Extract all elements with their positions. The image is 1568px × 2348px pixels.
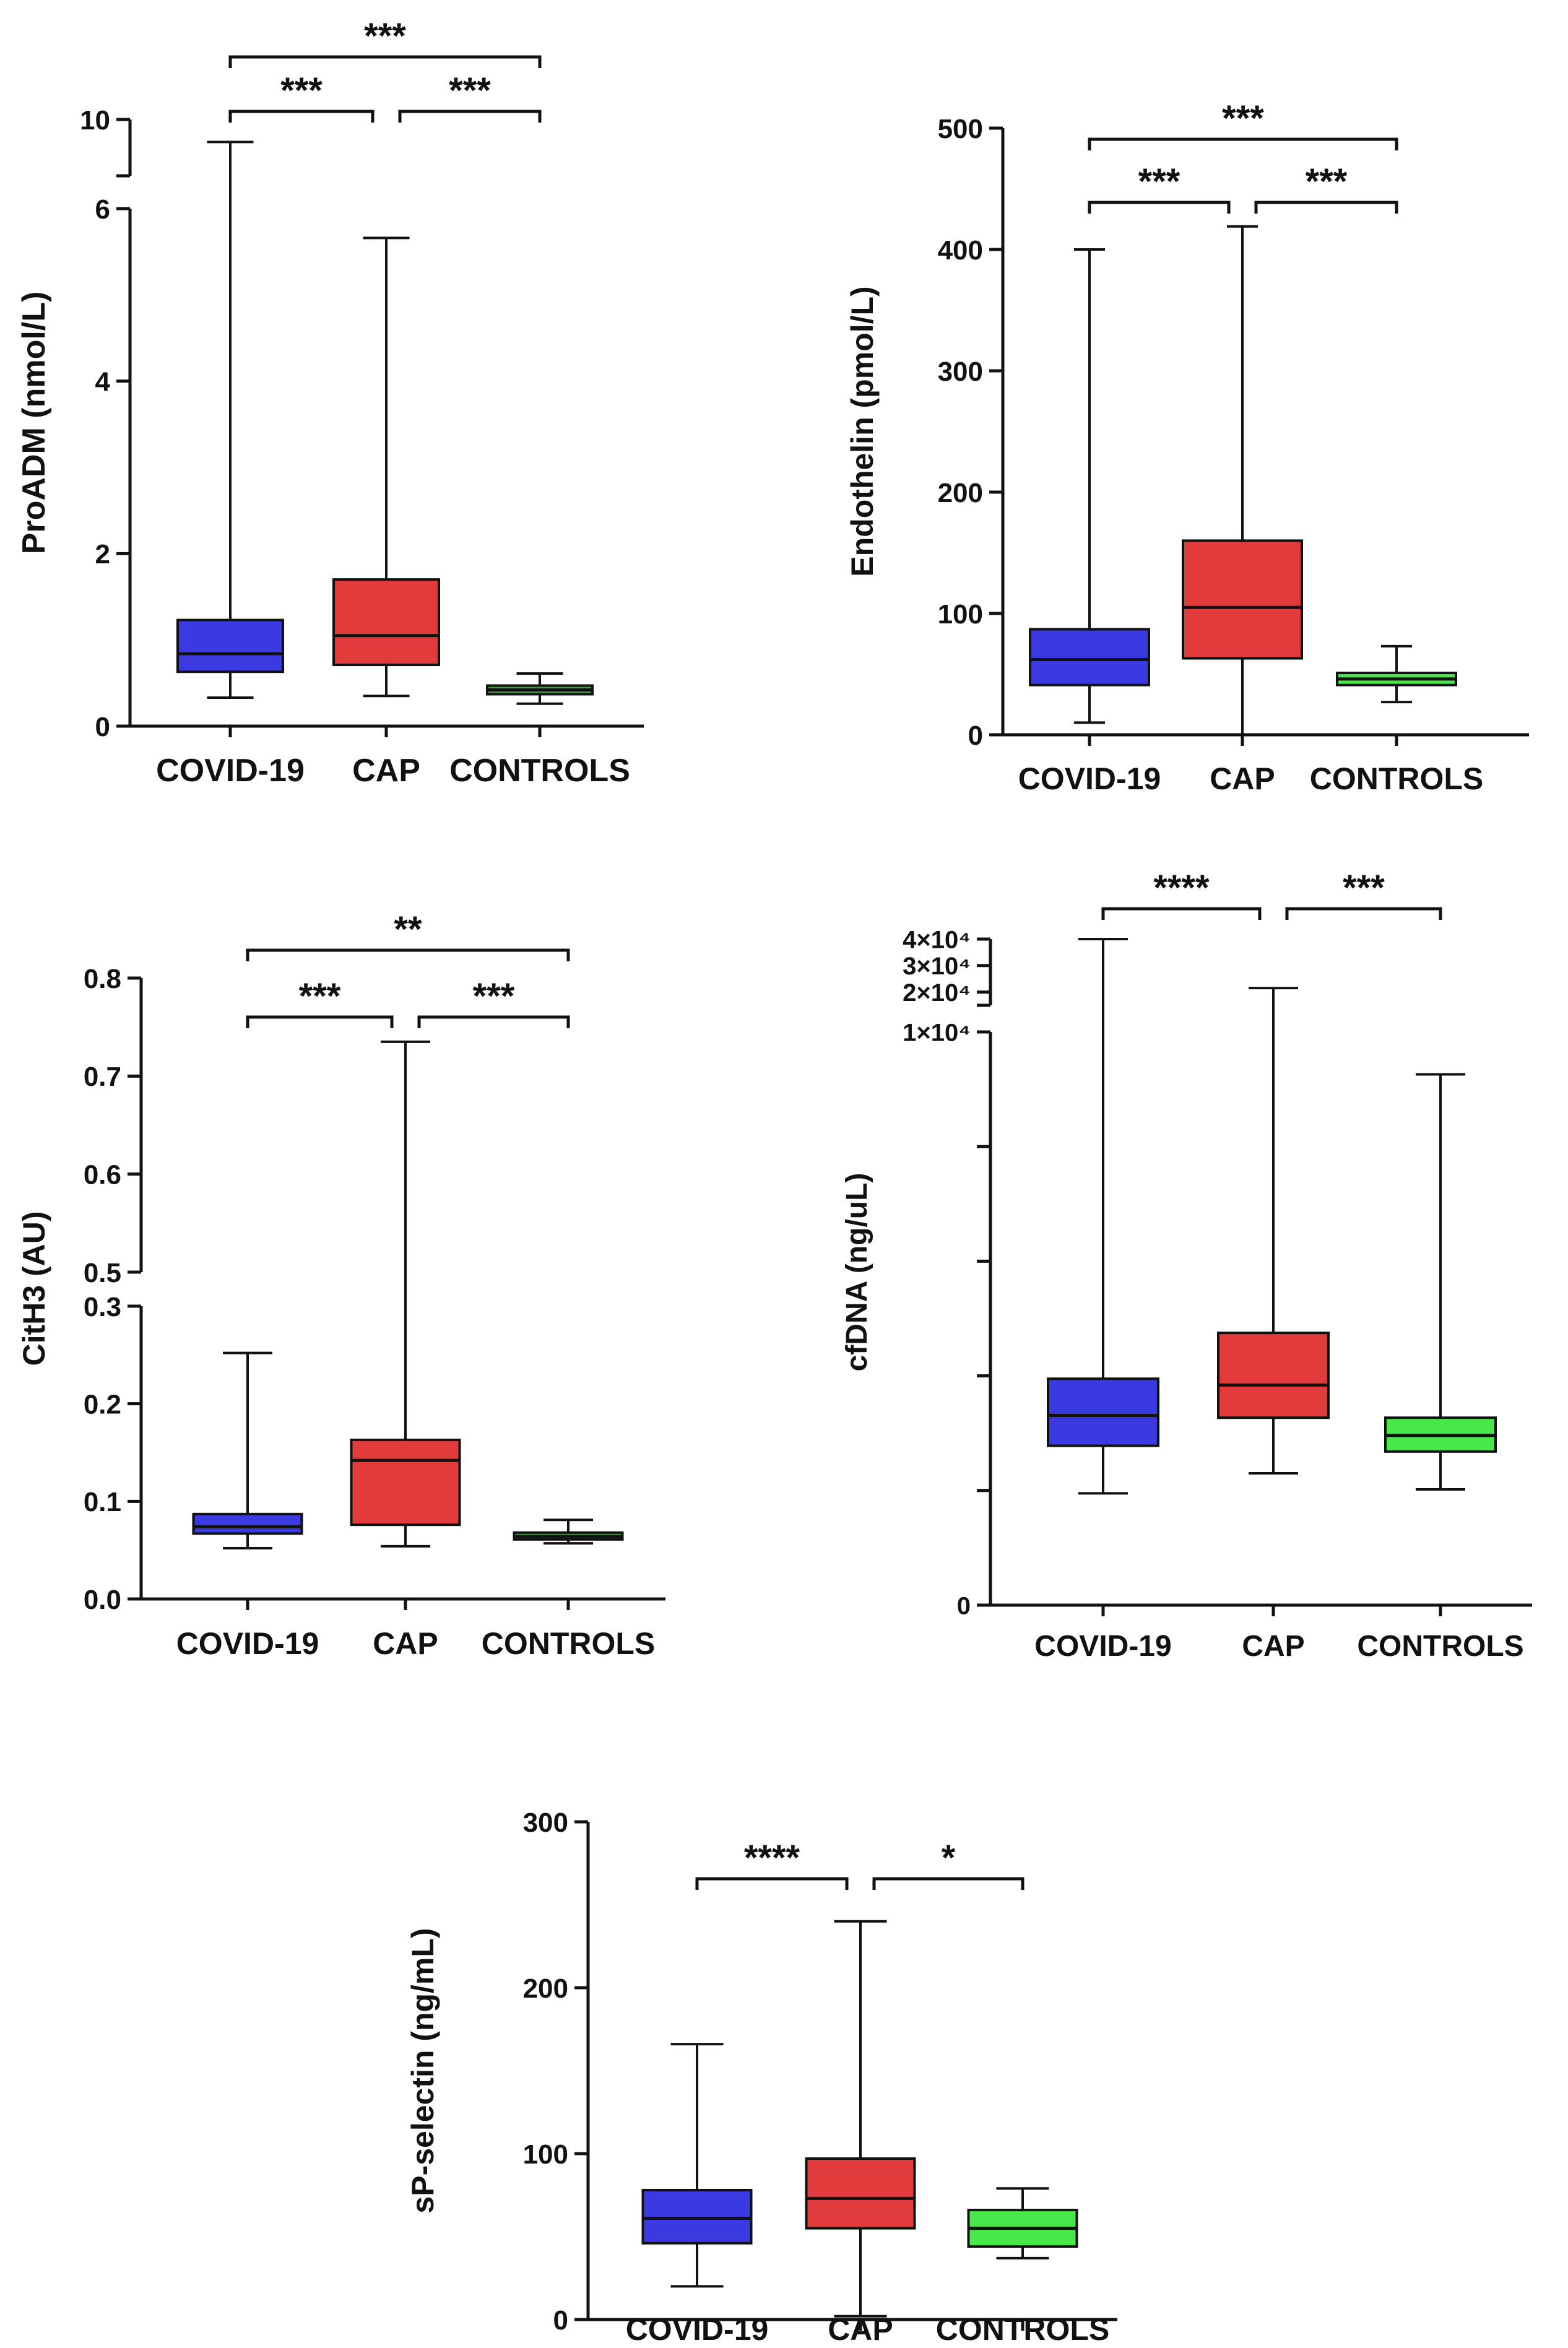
y-tick-label: 0 [968, 721, 983, 751]
y-tick-label: 0.6 [84, 1160, 121, 1190]
y-tick-label: 0 [95, 712, 110, 742]
x-category-label: CAP [828, 2312, 893, 2347]
significance-label: *** [1222, 98, 1264, 139]
x-category-label: CONTROLS [1357, 1630, 1523, 1663]
significance-bracket [1101, 907, 1262, 920]
y-axis-title: Endothelin (pmol/L) [845, 286, 880, 576]
box-covid-19 [1029, 628, 1150, 687]
x-category-label: CONTROLS [1310, 761, 1484, 796]
x-category-label: COVID-19 [176, 1626, 319, 1661]
y-tick-label: 0.1 [84, 1487, 121, 1517]
y-tick-label: 200 [523, 1973, 568, 2004]
significance-label: ** [394, 909, 422, 950]
y-tick-label: 6 [95, 194, 110, 225]
significance-bracket [228, 55, 542, 68]
y-tick-label: 0.5 [84, 1258, 121, 1288]
y-tick-label: 0 [553, 2305, 568, 2336]
x-category-label: COVID-19 [156, 753, 305, 789]
y-tick-label: 0.3 [84, 1292, 121, 1322]
y-tick-label: 500 [938, 114, 983, 144]
y-tick-label: 0 [957, 1592, 971, 1619]
box-covid-19 [1047, 1377, 1159, 1447]
significance-bracket [872, 1877, 1024, 1890]
significance-label: *** [1306, 162, 1348, 202]
y-tick-label: 2 [95, 539, 110, 570]
box-cap [1217, 1332, 1330, 1419]
significance-bracket [228, 110, 375, 123]
y-tick-label: 300 [938, 357, 983, 387]
x-category-label: CONTROLS [449, 753, 630, 789]
y-tick-label: 1×10⁴ [903, 1019, 971, 1046]
y-tick-label: 0.8 [84, 964, 121, 994]
significance-label: *** [280, 71, 323, 111]
significance-bracket [246, 1015, 394, 1028]
box-cap [1182, 539, 1303, 660]
x-category-label: CAP [352, 753, 420, 789]
y-axis-title: sP-selectin (ng/mL) [405, 1928, 440, 2213]
y-tick-label: 0.0 [84, 1585, 121, 1615]
significance-label: *** [473, 976, 515, 1016]
y-tick-label: 400 [938, 235, 983, 266]
endothelin-chart: 0 100 200 300 400 500 Endothelin (pmol/L) COVID… [845, 98, 1529, 796]
significance-bracket [1088, 137, 1398, 150]
significance-bracket [1254, 201, 1398, 214]
x-category-label: CAP [1242, 1630, 1304, 1663]
x-category-label: COVID-19 [1034, 1630, 1171, 1663]
y-axis-title: CitH3 (AU) [17, 1211, 51, 1366]
y-tick-label: 2×10⁴ [903, 979, 971, 1007]
significance-label: *** [449, 71, 491, 111]
significance-label: *** [299, 976, 341, 1016]
y-tick-label: 100 [938, 599, 983, 630]
y-axis-title: cfDNA (ng/uL) [841, 1173, 873, 1372]
box-covid-19 [192, 1512, 303, 1535]
y-tick-label: 300 [523, 1808, 568, 1838]
y-tick-label: 200 [938, 478, 983, 508]
box-cap [350, 1439, 461, 1527]
box-cap [332, 578, 440, 667]
y-tick-label: 10 [80, 105, 110, 136]
significance-label: **** [744, 1838, 800, 1878]
significance-bracket [1285, 907, 1442, 920]
x-category-label: CAP [373, 1626, 438, 1661]
box-covid-19 [176, 618, 284, 674]
x-category-label: CAP [1210, 761, 1275, 796]
significance-bracket [1088, 201, 1231, 214]
significance-label: *** [364, 16, 406, 56]
y-tick-label: 4×10⁴ [903, 926, 971, 953]
significance-label: **** [1153, 868, 1210, 908]
y-tick-label: 100 [523, 2139, 568, 2170]
y-tick-label: 3×10⁴ [903, 953, 971, 980]
significance-bracket [417, 1015, 570, 1028]
x-category-label: CONTROLS [482, 1626, 656, 1661]
significance-bracket [398, 110, 542, 123]
x-category-label: COVID-19 [626, 2312, 769, 2347]
y-tick-label: 0.7 [84, 1062, 121, 1092]
box-covid-19 [641, 2188, 753, 2245]
significance-label: *** [1138, 162, 1180, 202]
x-category-label: CONTROLS [936, 2312, 1110, 2347]
significance-label: * [942, 1838, 956, 1878]
y-axis-title: ProADM (nmol/L) [16, 292, 52, 555]
proadm-chart: 0 2 4 6 10 ProADM (nmol/L) COVID-19 CAP CONTROLS… [16, 16, 644, 789]
significance-bracket [246, 948, 570, 961]
significance-label: *** [1343, 868, 1385, 908]
box-cap [805, 2157, 916, 2230]
cith3-chart: 0.0 0.1 0.2 0.3 0.5 0.6 0.7 0.8 CitH3 (AU) COVID-… [17, 909, 665, 1661]
y-tick-label: 0.2 [84, 1390, 121, 1420]
x-category-label: COVID-19 [1018, 761, 1161, 796]
spselectin-chart: 0 100 200 300 sP-selectin (ng/mL) COVID-19 CAP… [405, 1808, 1117, 2347]
y-tick-label: 4 [95, 367, 111, 397]
significance-bracket [695, 1877, 849, 1890]
